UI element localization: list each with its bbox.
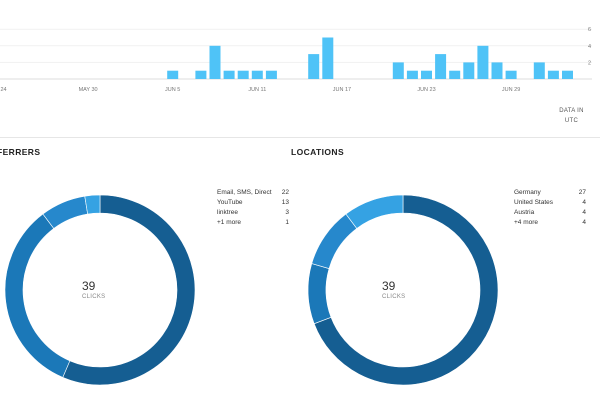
referrers-legend: Email, SMS, Direct 22 YouTube 13 linktree 3 +1… (217, 188, 289, 228)
legend-count: 4 (582, 209, 586, 216)
legend-row[interactable]: Email, SMS, Direct 22 (217, 188, 289, 198)
donut-slice[interactable] (311, 213, 358, 269)
timeline-bar[interactable] (533, 62, 545, 79)
section-divider (0, 137, 600, 138)
y-tick-label: 6 (588, 27, 591, 33)
locations-total-label: CLICKS (382, 294, 406, 300)
timeline-bar[interactable] (505, 70, 517, 79)
referrers-donut-chart (4, 194, 196, 386)
legend-count: 1 (285, 219, 289, 226)
locations-title: LOCATIONS (291, 147, 345, 157)
timeline-bar[interactable] (449, 70, 461, 79)
timeline-bar[interactable] (167, 70, 179, 79)
timeline-bar[interactable] (237, 70, 249, 79)
timeline-bar[interactable] (491, 62, 503, 79)
timeline-bar[interactable] (562, 70, 573, 79)
legend-name: Email, SMS, Direct (217, 189, 272, 196)
legend-name: United States (514, 199, 554, 206)
legend-name: linktree (217, 209, 238, 216)
timeline-bar[interactable] (463, 62, 475, 79)
legend-row[interactable]: linktree 3 (217, 208, 289, 218)
legend-count: 4 (582, 219, 586, 226)
legend-name: YouTube (217, 199, 243, 206)
timeline-bar[interactable] (251, 70, 263, 79)
x-tick-label: JUN 17 (333, 87, 351, 93)
donut-slice[interactable] (345, 194, 404, 229)
legend-name: +4 more (514, 219, 539, 226)
timeline-bar[interactable] (406, 70, 418, 79)
timeline-bar[interactable] (322, 37, 334, 80)
locations-legend: Germany 27 United States 4 Austria 4 +4 more 4 (514, 188, 586, 228)
y-tick-label: 2 (588, 60, 591, 66)
x-tick-label: JUN 29 (502, 87, 520, 93)
x-tick-label: JUN 5 (165, 87, 180, 93)
legend-name: +1 more (217, 219, 242, 226)
legend-row[interactable]: Germany 27 (514, 188, 586, 198)
legend-name: Austria (514, 209, 535, 216)
donut-slice[interactable] (84, 194, 101, 215)
x-tick-label: 24 (0, 87, 6, 93)
referrers-title: FERRERS (0, 147, 41, 157)
timeline-bar[interactable] (265, 70, 277, 79)
timeline-bar[interactable] (195, 70, 207, 79)
legend-row[interactable]: Austria 4 (514, 208, 586, 218)
legend-row[interactable]: +4 more 4 (514, 218, 586, 228)
timeline-bar[interactable] (547, 70, 559, 79)
timeline-bar[interactable] (477, 45, 489, 79)
legend-count: 13 (281, 199, 289, 206)
referrers-total: 39 (82, 279, 96, 293)
timeline-bar[interactable] (308, 54, 320, 79)
referrers-total-label: CLICKS (82, 294, 106, 300)
y-tick-label: 4 (588, 44, 591, 50)
timeline-bar[interactable] (392, 62, 404, 79)
legend-row[interactable]: United States 4 (514, 198, 586, 208)
legend-row[interactable]: +1 more 1 (217, 218, 289, 228)
x-tick-label: JUN 11 (248, 87, 266, 93)
legend-count: 27 (578, 189, 586, 196)
donut-slice[interactable] (313, 194, 499, 386)
legend-count: 22 (281, 189, 289, 196)
donut-slice[interactable] (4, 213, 71, 378)
legend-row[interactable]: YouTube 13 (217, 198, 289, 208)
x-tick-label: MAY 30 (79, 87, 98, 93)
timeline-bar[interactable] (435, 54, 447, 79)
data-in-utc-toggle[interactable]: DATA IN UTC (559, 108, 584, 124)
locations-donut-chart (307, 194, 499, 386)
x-tick-label: JUN 23 (417, 87, 435, 93)
donut-slice[interactable] (62, 194, 196, 386)
timeline-bar[interactable] (209, 45, 221, 79)
timeline-bar[interactable] (421, 70, 432, 79)
legend-name: Germany (514, 189, 541, 196)
legend-count: 4 (582, 199, 586, 206)
locations-total: 39 (382, 279, 396, 293)
donut-slice[interactable] (307, 263, 332, 325)
timeline-bar[interactable] (223, 70, 235, 79)
legend-count: 3 (285, 209, 289, 216)
clicks-timeline-chart: 6 4 2 24 MAY 30 JUN 5 JUN 11 JUN 17 JUN 23 JUN 29 (0, 27, 592, 93)
